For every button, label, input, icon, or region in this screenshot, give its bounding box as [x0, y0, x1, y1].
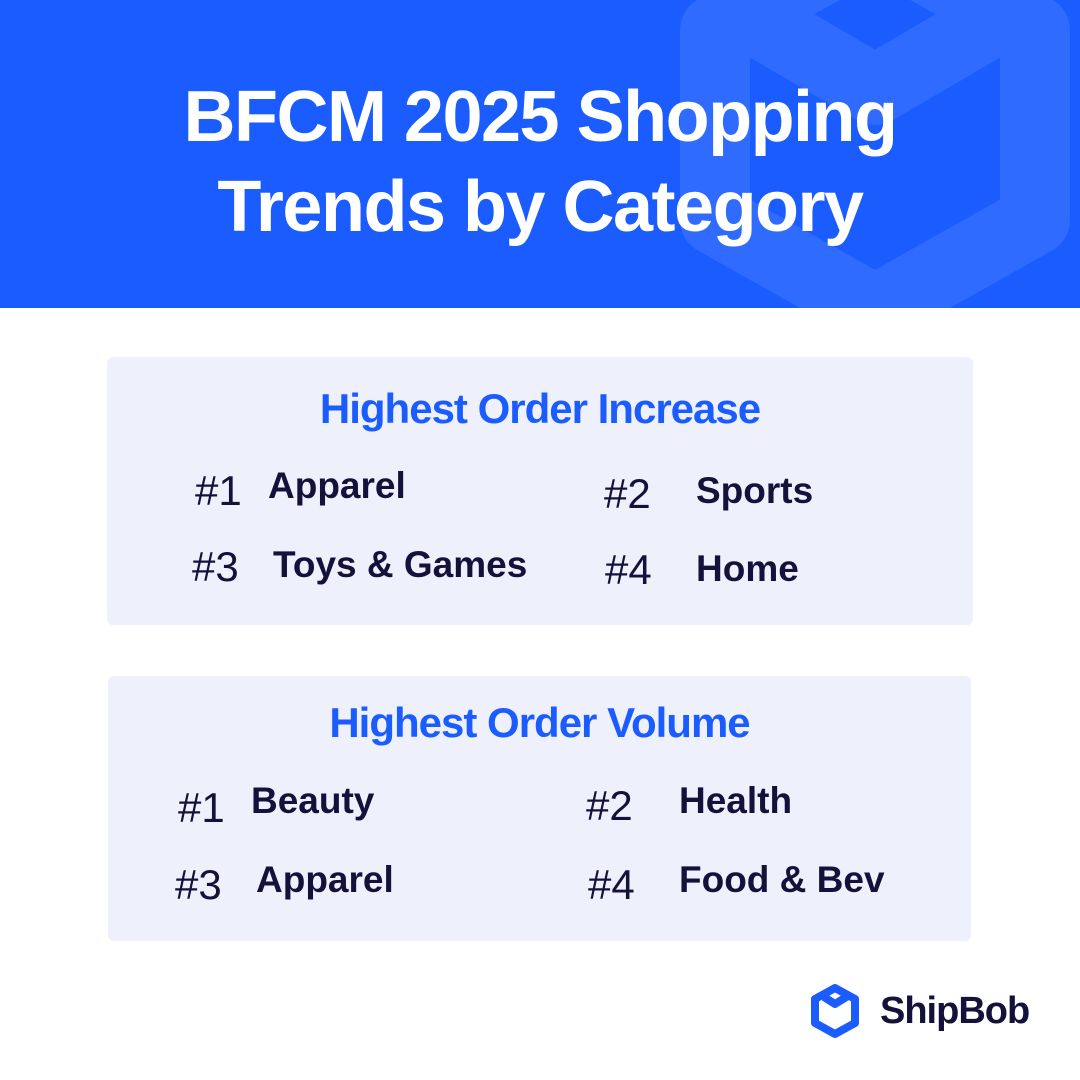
header-banner: BFCM 2025 Shopping Trends by Category [0, 0, 1080, 308]
order-volume-card: Highest Order Volume #1 Beauty #2 Health… [108, 676, 971, 941]
rank: #2 [586, 782, 633, 829]
section-title: Highest Order Increase [319, 385, 761, 432]
rank: #2 [604, 470, 651, 517]
rank: #3 [175, 861, 222, 908]
box-logo-icon [811, 984, 859, 1038]
category-label: Health [679, 780, 793, 821]
rank: #4 [605, 546, 652, 593]
category-label: Home [696, 548, 799, 589]
box-watermark-icon [680, 0, 1070, 308]
category-label: Food & Bev [679, 859, 885, 900]
title-line-1: BFCM 2025 Shopping [183, 77, 898, 157]
rank: #4 [588, 861, 635, 908]
title-line-2: Trends by Category [217, 167, 864, 247]
category-label: Apparel [256, 859, 394, 900]
order-increase-card: Highest Order Increase #1 Apparel #2 Spo… [107, 357, 973, 625]
category-label: Apparel [268, 465, 406, 506]
page-title: BFCM 2025 Shopping Trends by Category [0, 72, 1080, 252]
rank: #1 [195, 467, 242, 514]
section-title: Highest Order Volume [329, 699, 750, 746]
rank: #3 [192, 543, 239, 590]
category-label: Toys & Games [273, 544, 528, 585]
brand-name: ShipBob [880, 989, 1030, 1032]
category-label: Beauty [251, 780, 375, 821]
shipbob-logo: ShipBob [808, 982, 1030, 1040]
category-label: Sports [696, 470, 814, 511]
rank: #1 [178, 784, 225, 831]
